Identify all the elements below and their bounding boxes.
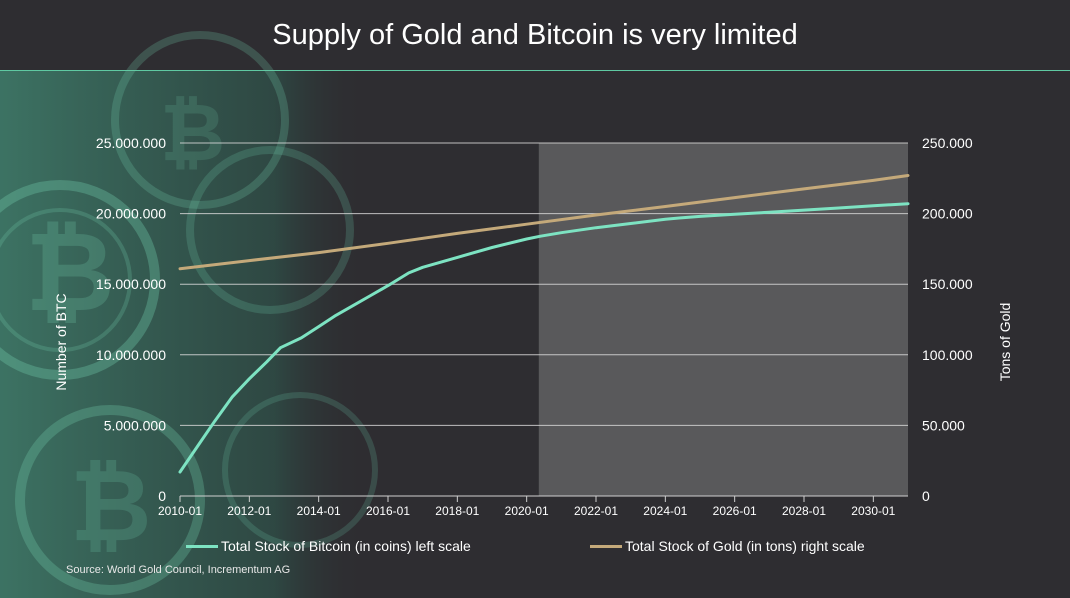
y-tick-label: 20.000.000 — [96, 206, 166, 222]
bitcoin-coins-background: ₿ ₿ ₿ — [0, 31, 378, 598]
legend-item-bitcoin: Total Stock of Bitcoin (in coins) left s… — [186, 538, 471, 554]
x-tick-label: 2010-01 — [158, 504, 202, 518]
source-note: Source: World Gold Council, Incrementum … — [66, 564, 291, 576]
x-tick-label: 2028-01 — [782, 504, 826, 518]
legend: Total Stock of Bitcoin (in coins) left s… — [186, 538, 906, 558]
y2-tick-label: 150.000 — [922, 276, 973, 292]
y2-tick-label: 200.000 — [922, 206, 973, 222]
gold-stock-line — [178, 174, 910, 271]
x-tick-label: 2026-01 — [713, 504, 757, 518]
x-tick-label: 2014-01 — [297, 504, 341, 518]
y-tick-label: 5.000.000 — [104, 417, 166, 433]
x-tick-label: 2018-01 — [435, 504, 479, 518]
svg-text:₿: ₿ — [70, 450, 152, 562]
legend-item-gold: Total Stock of Gold (in tons) right scal… — [590, 538, 865, 554]
x-tick-label: 2022-01 — [574, 504, 618, 518]
y-tick-label: 10.000.000 — [96, 347, 166, 363]
legend-label-bitcoin: Total Stock of Bitcoin (in coins) left s… — [221, 538, 471, 554]
y-tick-label: 0 — [158, 488, 166, 504]
x-tick-label: 2020-01 — [505, 504, 549, 518]
y-tick-label: 15.000.000 — [96, 276, 166, 292]
y2-axis-label: Tons of Gold — [997, 303, 1013, 382]
x-tick-label: 2012-01 — [227, 504, 271, 518]
y-tick-label: 25.000.000 — [96, 135, 166, 151]
x-tick-label: 2030-01 — [851, 504, 895, 518]
chart-title: Supply of Gold and Bitcoin is very limit… — [272, 18, 798, 51]
y2-tick-label: 50.000 — [922, 417, 965, 433]
legend-swatch-bitcoin — [186, 544, 218, 548]
svg-text:₿: ₿ — [160, 88, 225, 177]
legend-swatch-gold — [590, 544, 622, 548]
bitcoin-stock-line — [178, 202, 910, 474]
x-tick-label: 2024-01 — [643, 504, 687, 518]
y2-tick-label: 0 — [922, 488, 930, 504]
y2-tick-label: 100.000 — [922, 347, 973, 363]
svg-text:₿: ₿ — [25, 211, 115, 334]
legend-label-gold: Total Stock of Gold (in tons) right scal… — [625, 538, 865, 554]
forecast-region — [538, 143, 908, 496]
title-bar: Supply of Gold and Bitcoin is very limit… — [0, 0, 1070, 71]
x-tick-label: 2016-01 — [366, 504, 410, 518]
y2-tick-label: 250.000 — [922, 135, 973, 151]
y-axis-label: Number of BTC — [53, 293, 69, 390]
